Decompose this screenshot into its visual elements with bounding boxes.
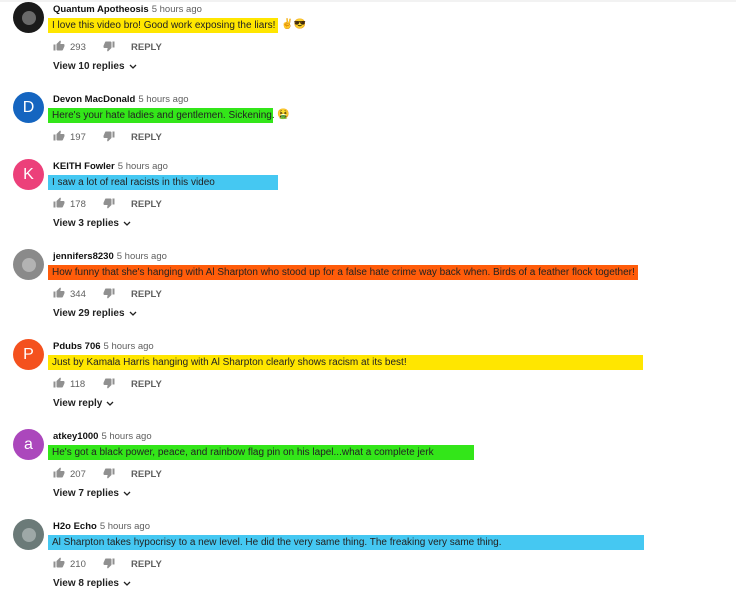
avatar-letter: K [23,165,34,183]
author-name[interactable]: atkey1000 [53,431,99,442]
dislike-button[interactable] [103,130,115,145]
author-name[interactable]: H2o Echo [53,521,97,532]
top-divider [0,0,736,2]
timestamp[interactable]: 5 hours ago [103,341,154,352]
comment: D Devon MacDonald 5 hours ago Here's your… [0,90,736,157]
avatar-image-icon [21,527,36,542]
view-replies-button[interactable]: View 29 replies [53,308,137,319]
view-replies-button[interactable]: View reply [53,398,114,409]
like-button[interactable] [53,467,65,482]
view-replies-button[interactable]: View 10 replies [53,61,137,72]
chevron-down-icon [129,64,136,69]
dislike-button[interactable] [103,377,115,392]
comment-text-content: Just by Kamala Harris hanging with Al Sh… [52,357,407,368]
comment: P Pdubs 706 5 hours ago Just by Kamala Ha… [0,337,736,427]
like-button[interactable] [53,40,65,55]
author-name[interactable]: Pdubs 706 [53,341,101,352]
avatar[interactable] [13,519,44,550]
like-count: 210 [70,559,86,570]
avatar-letter: a [24,435,33,453]
avatar[interactable] [13,249,44,280]
timestamp[interactable]: 5 hours ago [117,161,168,172]
like-button[interactable] [53,377,65,392]
timestamp[interactable]: 5 hours ago [138,94,189,105]
comment-text: He's got a black power, peace, and rainb… [48,445,474,460]
comment-text: Here's your hate ladies and gentlemen. S… [48,108,275,123]
dislike-button[interactable] [103,287,115,302]
avatar[interactable]: D [13,92,44,123]
like-button[interactable] [53,557,65,572]
comment-text: I love this video bro! Good work exposin… [48,18,278,33]
view-replies-label: View 10 replies [53,61,125,72]
timestamp[interactable]: 5 hours ago [101,431,152,442]
author-name[interactable]: Quantum Apotheosis [53,4,149,15]
comment-text-content: How funny that she's hanging with Al Sha… [52,267,635,278]
like-button[interactable] [53,287,65,302]
reply-button[interactable]: REPLY [131,379,162,390]
chevron-down-icon [123,221,131,226]
dislike-button[interactable] [103,467,115,482]
comment-text-content: Here's your hate ladies and gentlemen. S… [52,110,275,121]
like-count: 118 [70,379,86,390]
like-count: 197 [70,132,86,143]
comment: jennifers8230 5 hours ago How funny that … [0,247,736,337]
comment-text: Al Sharpton takes hypocrisy to a new lev… [48,535,644,550]
timestamp[interactable]: 5 hours ago [116,251,167,262]
view-replies-button[interactable]: View 8 replies [53,578,131,589]
view-replies-label: View 7 replies [53,488,119,499]
comment-text-content: He's got a black power, peace, and rainb… [52,447,434,458]
reply-button[interactable]: REPLY [131,42,162,53]
comment-text-content: Al Sharpton takes hypocrisy to a new lev… [52,537,502,548]
author-name[interactable]: KEITH Fowler [53,161,115,172]
emoji: 🤮 [277,109,290,120]
reply-button[interactable]: REPLY [131,132,162,143]
comment-text: Just by Kamala Harris hanging with Al Sh… [48,355,643,370]
comment: K KEITH Fowler 5 hours ago I saw a lot of… [0,157,736,247]
author-name[interactable]: jennifers8230 [53,251,114,262]
avatar-image-icon [21,257,36,272]
like-button[interactable] [53,130,65,145]
avatar-letter: P [23,345,34,363]
chevron-down-icon [129,311,136,316]
comment: a atkey1000 5 hours ago He's got a black … [0,427,736,517]
reply-button[interactable]: REPLY [131,289,162,300]
view-replies-label: View 3 replies [53,218,119,229]
view-replies-button[interactable]: View 7 replies [53,488,131,499]
reply-button[interactable]: REPLY [131,199,162,210]
like-button[interactable] [53,197,65,212]
view-replies-label: View 29 replies [53,308,125,319]
dislike-button[interactable] [103,197,115,212]
comment-text: How funny that she's hanging with Al Sha… [48,265,638,280]
author-name[interactable]: Devon MacDonald [53,94,136,105]
avatar[interactable]: a [13,429,44,460]
comment-text: I saw a lot of real racists in this vide… [48,175,278,190]
chevron-down-icon [123,491,131,496]
comment: Quantum Apotheosis 5 hours ago I love thi… [0,0,736,90]
emoji: ✌😎 [281,19,306,30]
avatar[interactable] [13,2,44,33]
avatar-letter: D [22,98,35,116]
avatar-image-icon [21,10,36,25]
like-count: 293 [70,42,86,53]
view-replies-button[interactable]: View 3 replies [53,218,131,229]
avatar[interactable]: P [13,339,44,370]
timestamp[interactable]: 5 hours ago [151,4,202,15]
like-count: 178 [70,199,86,210]
comment-text-content: I love this video bro! Good work exposin… [52,20,276,31]
like-count: 207 [70,469,86,480]
dislike-button[interactable] [103,40,115,55]
view-replies-label: View 8 replies [53,578,119,589]
chevron-down-icon [123,581,131,586]
reply-button[interactable]: REPLY [131,559,162,570]
comment-text-content: I saw a lot of real racists in this vide… [52,177,215,188]
timestamp[interactable]: 5 hours ago [99,521,150,532]
reply-button[interactable]: REPLY [131,469,162,480]
like-count: 344 [70,289,86,300]
comment: H2o Echo 5 hours ago Al Sharpton takes hy… [0,517,736,607]
dislike-button[interactable] [103,557,115,572]
chevron-down-icon [106,401,114,406]
view-replies-label: View reply [53,398,103,409]
avatar[interactable]: K [13,159,44,190]
